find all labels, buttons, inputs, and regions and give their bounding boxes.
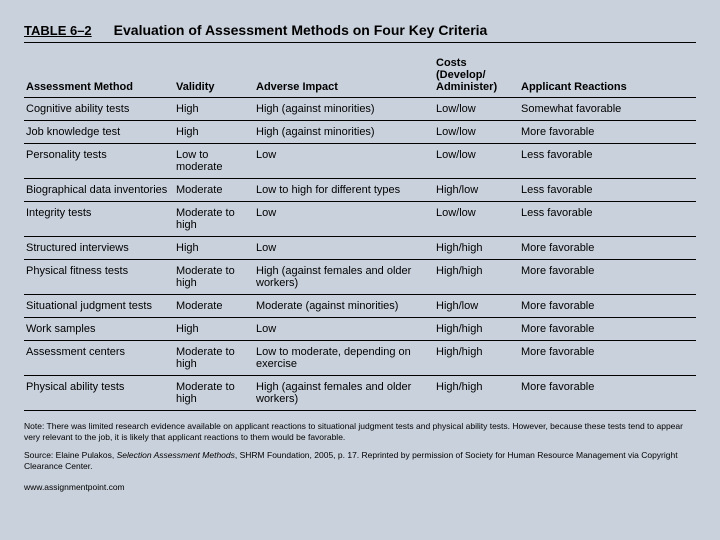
cell-adverse: Low to moderate, depending on exercise (254, 341, 434, 376)
table-row: Structured interviewsHighLowHigh/highMor… (24, 237, 696, 260)
cell-costs: Low/low (434, 144, 519, 179)
cell-adverse: High (against minorities) (254, 98, 434, 121)
cell-costs: High/high (434, 237, 519, 260)
cell-adverse: High (against females and older workers) (254, 260, 434, 295)
cell-adverse: Low to high for different types (254, 179, 434, 202)
page-url: www.assignmentpoint.com (24, 482, 696, 492)
title-rule (24, 42, 696, 43)
cell-costs: Low/low (434, 98, 519, 121)
cell-costs: High/low (434, 295, 519, 318)
cell-adverse: High (against females and older workers) (254, 376, 434, 411)
cell-method: Work samples (24, 318, 174, 341)
cell-reactions: More favorable (519, 121, 696, 144)
table-row: Personality testsLow to moderateLowLow/l… (24, 144, 696, 179)
cell-method: Cognitive ability tests (24, 98, 174, 121)
cell-method: Job knowledge test (24, 121, 174, 144)
cell-adverse: Low (254, 237, 434, 260)
cell-method: Physical fitness tests (24, 260, 174, 295)
cell-reactions: Less favorable (519, 202, 696, 237)
col-header-reactions: Applicant Reactions (519, 53, 696, 98)
table-row: Physical ability testsModerate to highHi… (24, 376, 696, 411)
cell-reactions: More favorable (519, 376, 696, 411)
cell-reactions: Less favorable (519, 179, 696, 202)
source-title: Selection Assessment Methods (117, 450, 235, 460)
table-row: Work samplesHighLowHigh/highMore favorab… (24, 318, 696, 341)
assessment-table: Assessment Method Validity Adverse Impac… (24, 53, 696, 411)
cell-costs: Low/low (434, 202, 519, 237)
source-author: Elaine Pulakos, (56, 450, 117, 460)
table-title: Evaluation of Assessment Methods on Four… (114, 22, 488, 38)
cell-costs: High/low (434, 179, 519, 202)
cell-costs: High/high (434, 341, 519, 376)
cell-reactions: Less favorable (519, 144, 696, 179)
table-row: Cognitive ability testsHighHigh (against… (24, 98, 696, 121)
cell-costs: Low/low (434, 121, 519, 144)
cell-validity: Moderate to high (174, 376, 254, 411)
table-number: TABLE 6–2 (24, 23, 92, 38)
col-header-adverse: Adverse Impact (254, 53, 434, 98)
table-row: Situational judgment testsModerateModera… (24, 295, 696, 318)
table-source: Source: Elaine Pulakos, Selection Assess… (24, 450, 696, 471)
cell-adverse: Low (254, 202, 434, 237)
table-note: Note: There was limited research evidenc… (24, 421, 696, 442)
cell-method: Biographical data inventories (24, 179, 174, 202)
cell-method: Structured interviews (24, 237, 174, 260)
cell-validity: High (174, 98, 254, 121)
cell-reactions: More favorable (519, 318, 696, 341)
cell-method: Situational judgment tests (24, 295, 174, 318)
cell-validity: Moderate (174, 295, 254, 318)
cell-validity: High (174, 318, 254, 341)
cell-reactions: Somewhat favorable (519, 98, 696, 121)
cell-validity: Moderate to high (174, 202, 254, 237)
cell-adverse: Low (254, 144, 434, 179)
cell-costs: High/high (434, 260, 519, 295)
cell-reactions: More favorable (519, 295, 696, 318)
cell-validity: High (174, 237, 254, 260)
cell-costs: High/high (434, 376, 519, 411)
cell-validity: Moderate to high (174, 260, 254, 295)
cell-adverse: Low (254, 318, 434, 341)
source-prefix: Source: (24, 450, 56, 460)
cell-reactions: More favorable (519, 341, 696, 376)
table-row: Physical fitness testsModerate to highHi… (24, 260, 696, 295)
cell-validity: Moderate to high (174, 341, 254, 376)
table-row: Biographical data inventoriesModerateLow… (24, 179, 696, 202)
cell-validity: Moderate (174, 179, 254, 202)
table-row: Integrity testsModerate to highLowLow/lo… (24, 202, 696, 237)
col-header-method: Assessment Method (24, 53, 174, 98)
cell-method: Physical ability tests (24, 376, 174, 411)
cell-method: Personality tests (24, 144, 174, 179)
cell-method: Integrity tests (24, 202, 174, 237)
cell-costs: High/high (434, 318, 519, 341)
col-header-validity: Validity (174, 53, 254, 98)
table-row: Job knowledge testHighHigh (against mino… (24, 121, 696, 144)
cell-validity: High (174, 121, 254, 144)
table-row: Assessment centersModerate to highLow to… (24, 341, 696, 376)
cell-reactions: More favorable (519, 237, 696, 260)
col-header-costs: Costs (Develop/ Administer) (434, 53, 519, 98)
header-row: Assessment Method Validity Adverse Impac… (24, 53, 696, 98)
cell-validity: Low to moderate (174, 144, 254, 179)
cell-method: Assessment centers (24, 341, 174, 376)
cell-reactions: More favorable (519, 260, 696, 295)
cell-adverse: High (against minorities) (254, 121, 434, 144)
table-header: TABLE 6–2 Evaluation of Assessment Metho… (24, 22, 696, 38)
cell-adverse: Moderate (against minorities) (254, 295, 434, 318)
